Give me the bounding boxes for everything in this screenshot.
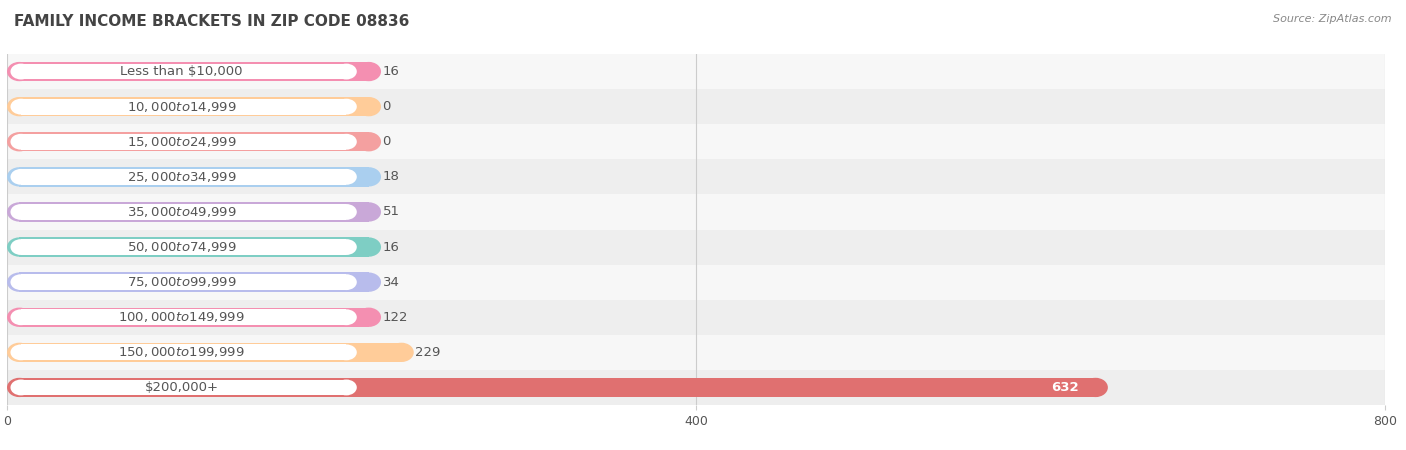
Text: 229: 229 <box>415 346 440 359</box>
Ellipse shape <box>356 97 381 116</box>
Bar <box>20 238 368 256</box>
Text: $35,000 to $49,999: $35,000 to $49,999 <box>127 205 236 219</box>
Ellipse shape <box>10 63 31 80</box>
Ellipse shape <box>7 343 32 362</box>
Bar <box>7 370 1385 405</box>
Ellipse shape <box>10 379 31 396</box>
Text: $100,000 to $149,999: $100,000 to $149,999 <box>118 310 245 324</box>
Bar <box>21 63 346 80</box>
Bar <box>7 230 1385 265</box>
Ellipse shape <box>356 202 381 221</box>
Ellipse shape <box>336 239 357 255</box>
Ellipse shape <box>356 273 381 292</box>
Ellipse shape <box>356 167 381 186</box>
Ellipse shape <box>7 378 32 397</box>
Text: $200,000+: $200,000+ <box>145 381 218 394</box>
Text: 0: 0 <box>382 135 391 148</box>
Text: 18: 18 <box>382 171 399 183</box>
Ellipse shape <box>336 344 357 360</box>
Bar <box>20 167 368 186</box>
Ellipse shape <box>1083 378 1108 397</box>
Bar <box>7 265 1385 300</box>
Ellipse shape <box>336 63 357 80</box>
Bar <box>21 379 346 396</box>
Bar <box>20 132 368 151</box>
Text: 16: 16 <box>382 65 399 78</box>
Ellipse shape <box>10 99 31 115</box>
Text: $150,000 to $199,999: $150,000 to $199,999 <box>118 345 245 360</box>
Bar <box>20 202 368 221</box>
Ellipse shape <box>389 343 413 362</box>
Ellipse shape <box>10 309 31 325</box>
Text: Source: ZipAtlas.com: Source: ZipAtlas.com <box>1274 14 1392 23</box>
Ellipse shape <box>10 169 31 185</box>
Ellipse shape <box>10 134 31 150</box>
Text: $15,000 to $24,999: $15,000 to $24,999 <box>127 135 236 149</box>
Text: 0: 0 <box>382 100 391 113</box>
Text: $50,000 to $74,999: $50,000 to $74,999 <box>127 240 236 254</box>
Bar <box>21 309 346 325</box>
Bar <box>21 169 346 185</box>
Ellipse shape <box>336 204 357 220</box>
Ellipse shape <box>336 274 357 290</box>
Ellipse shape <box>356 62 381 81</box>
Ellipse shape <box>356 132 381 151</box>
Text: 632: 632 <box>1050 381 1078 394</box>
Text: $25,000 to $34,999: $25,000 to $34,999 <box>127 170 236 184</box>
Bar <box>7 124 1385 159</box>
Text: Less than $10,000: Less than $10,000 <box>121 65 243 78</box>
Ellipse shape <box>7 167 32 186</box>
Bar <box>20 308 368 327</box>
Ellipse shape <box>336 169 357 185</box>
Bar <box>21 274 346 290</box>
Bar <box>7 54 1385 89</box>
Bar <box>21 239 346 255</box>
Bar <box>20 97 368 116</box>
Ellipse shape <box>7 273 32 292</box>
Ellipse shape <box>7 132 32 151</box>
Bar <box>20 343 402 362</box>
Ellipse shape <box>336 134 357 150</box>
Bar <box>20 273 368 292</box>
Bar <box>20 62 368 81</box>
Ellipse shape <box>7 202 32 221</box>
Ellipse shape <box>7 238 32 256</box>
Text: 34: 34 <box>382 276 399 288</box>
Text: 16: 16 <box>382 241 399 253</box>
Ellipse shape <box>10 239 31 255</box>
Ellipse shape <box>10 274 31 290</box>
Text: $75,000 to $99,999: $75,000 to $99,999 <box>127 275 236 289</box>
Bar <box>21 134 346 150</box>
Text: 51: 51 <box>382 206 399 218</box>
Bar <box>21 204 346 220</box>
Ellipse shape <box>7 97 32 116</box>
Ellipse shape <box>336 99 357 115</box>
Bar <box>21 99 346 115</box>
Bar <box>7 159 1385 194</box>
Ellipse shape <box>336 379 357 396</box>
Bar <box>7 335 1385 370</box>
Ellipse shape <box>10 204 31 220</box>
Bar <box>21 344 346 360</box>
Ellipse shape <box>7 308 32 327</box>
Ellipse shape <box>7 62 32 81</box>
Bar <box>20 378 1095 397</box>
Text: FAMILY INCOME BRACKETS IN ZIP CODE 08836: FAMILY INCOME BRACKETS IN ZIP CODE 08836 <box>14 14 409 28</box>
Text: $10,000 to $14,999: $10,000 to $14,999 <box>127 99 236 114</box>
Bar <box>7 89 1385 124</box>
Text: 122: 122 <box>382 311 408 324</box>
Bar <box>7 300 1385 335</box>
Ellipse shape <box>336 309 357 325</box>
Ellipse shape <box>356 308 381 327</box>
Bar <box>7 194 1385 230</box>
Ellipse shape <box>10 344 31 360</box>
Ellipse shape <box>356 238 381 256</box>
